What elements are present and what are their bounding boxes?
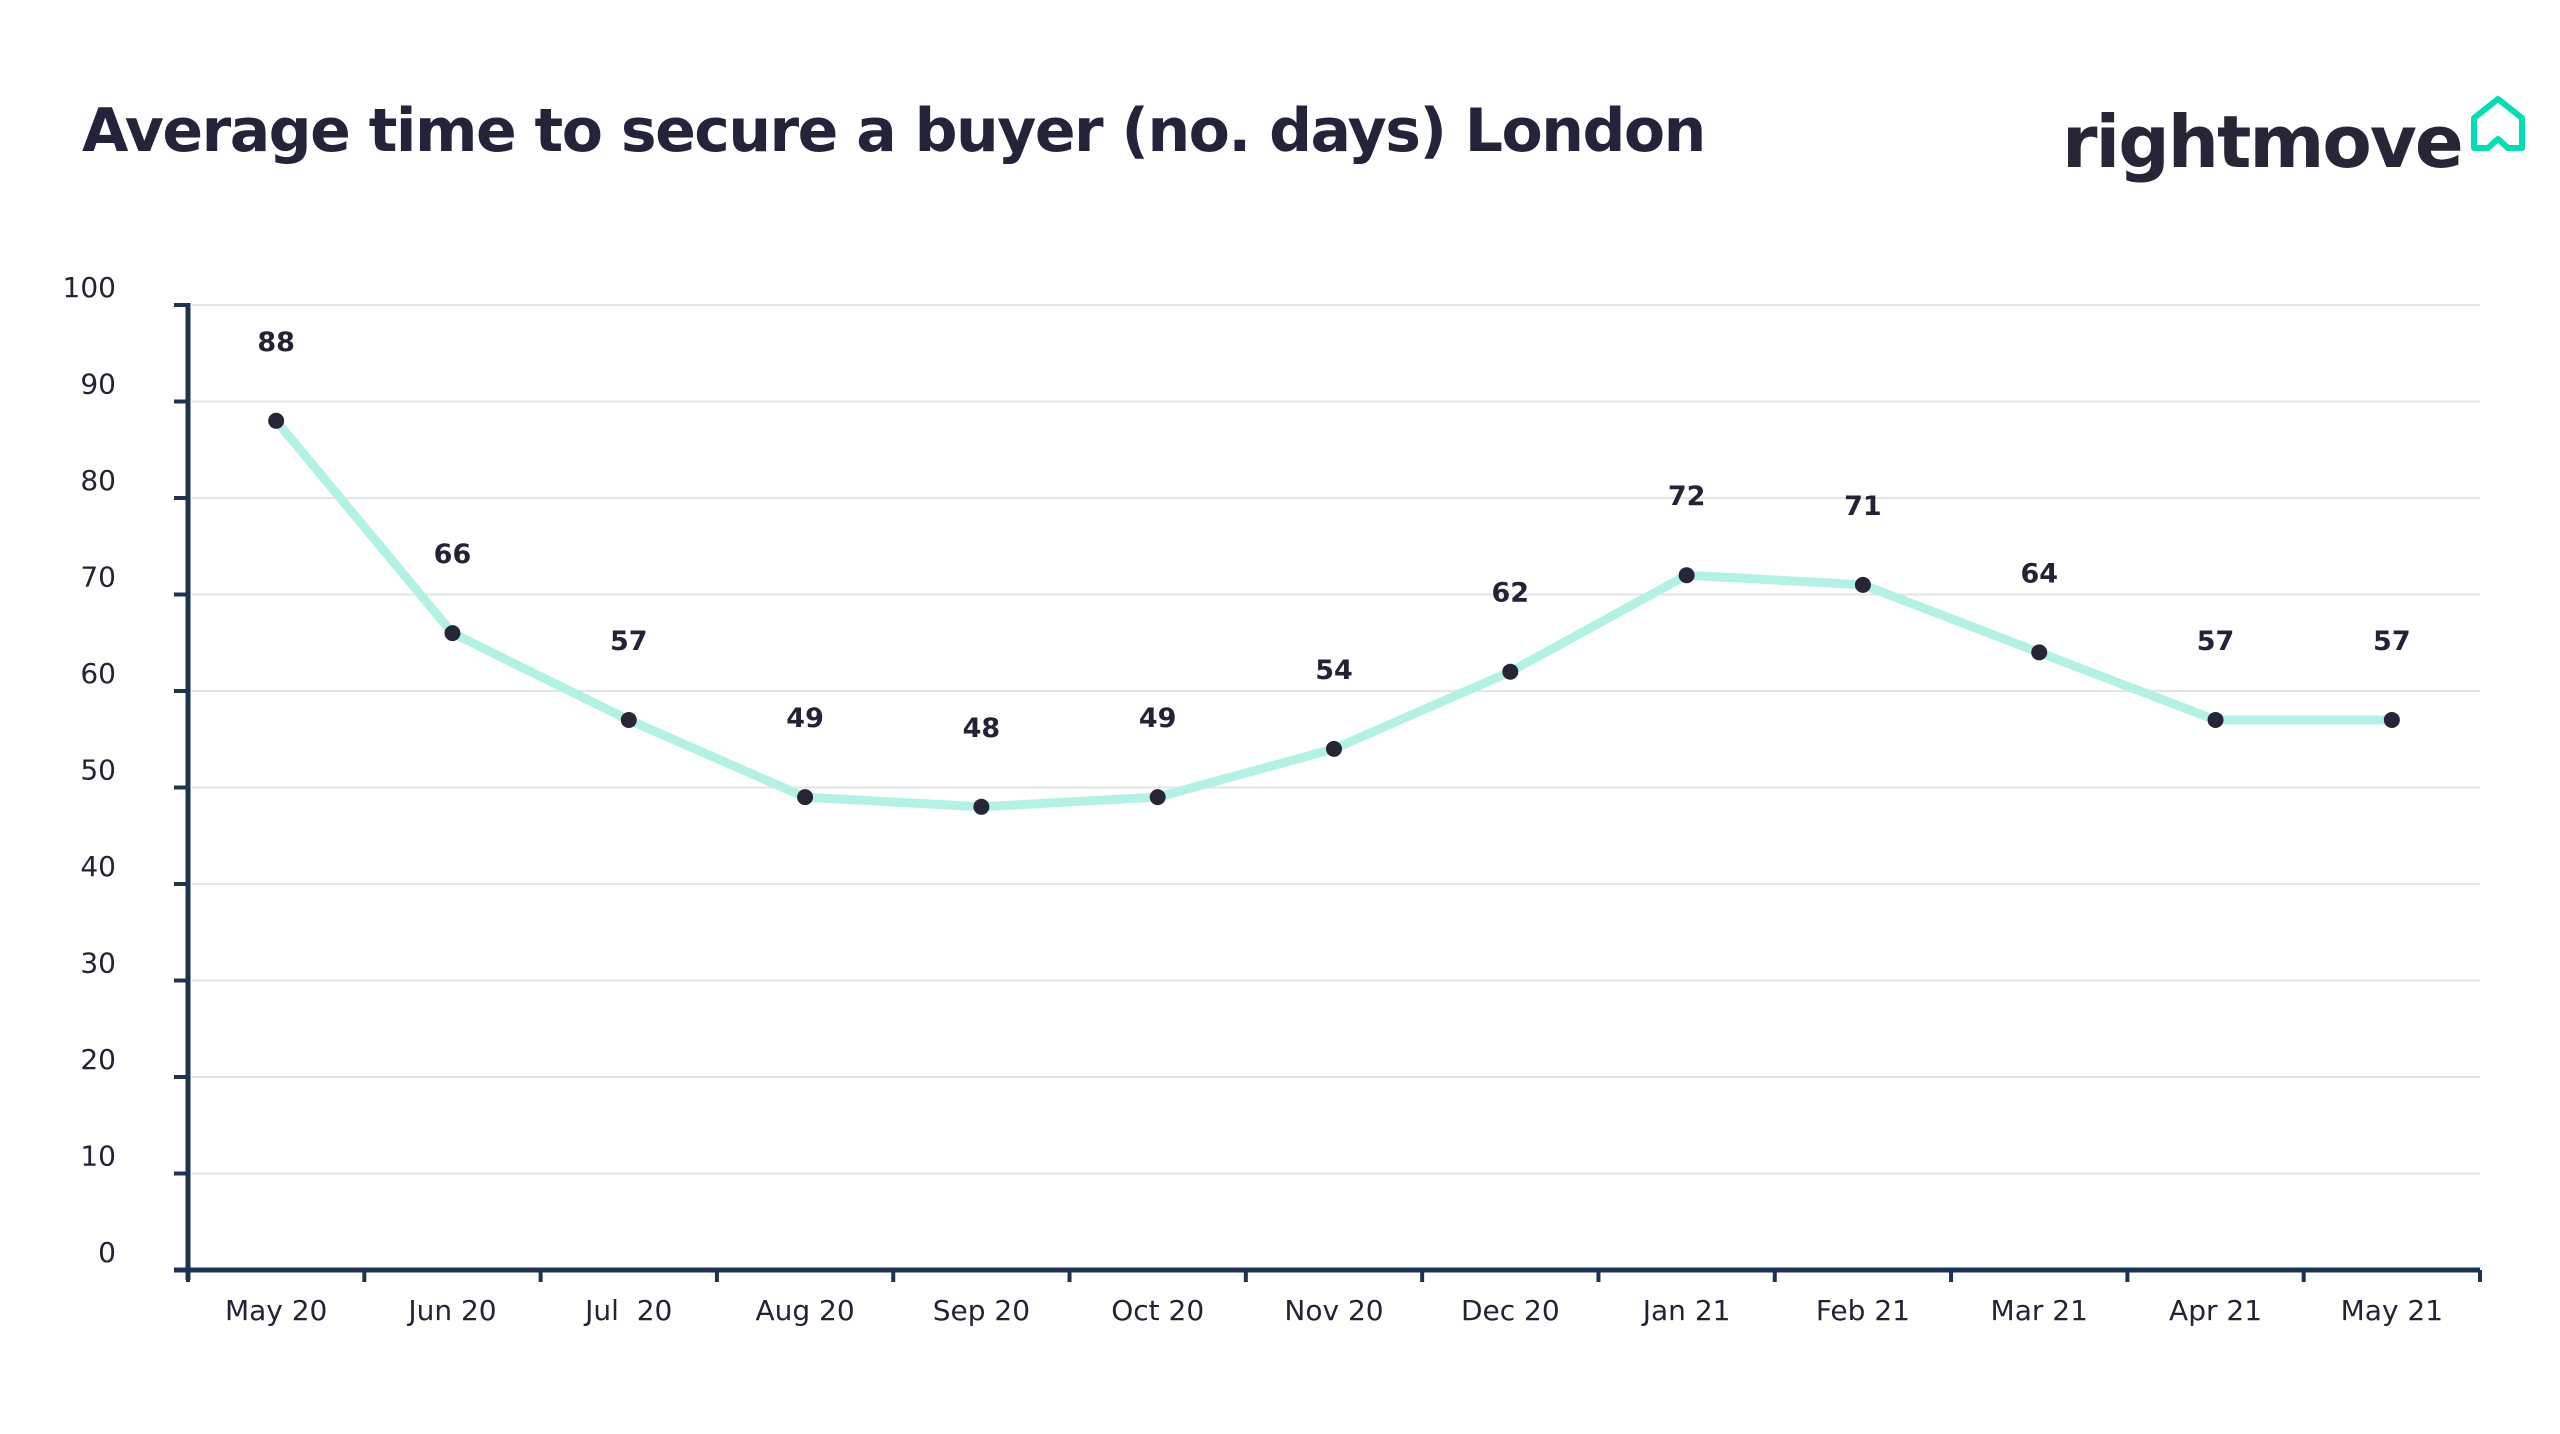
data-label: 48 [963,713,1001,744]
y-tick-label: 90 [80,368,116,401]
markers [268,412,2400,815]
y-tick-label: 70 [80,561,116,594]
x-tick-label: May 21 [2341,1294,2443,1327]
x-tick-label: Jan 21 [1641,1294,1731,1327]
data-label: 49 [1139,703,1177,734]
data-label: 57 [2197,626,2235,657]
y-tick-label: 50 [80,754,116,787]
data-point [620,711,637,728]
data-label: 57 [610,626,648,657]
data-point [1149,789,1166,806]
data-label: 64 [2020,558,2058,589]
data-point [268,412,285,429]
data-label: 71 [1844,491,1882,522]
y-tick-label: 60 [80,657,116,690]
data-point [973,798,990,815]
house-outline-icon [2470,96,2525,151]
x-tick-label: Dec 20 [1461,1294,1560,1327]
data-point [1854,576,1871,593]
y-tick-label: 40 [80,850,116,883]
x-tick-label: Jun 20 [406,1294,496,1327]
x-tick-label: Nov 20 [1284,1294,1383,1327]
y-tick-label: 80 [80,464,116,497]
rightmove-logo: rightmove [2062,96,2526,186]
x-tick-label: Feb 21 [1816,1294,1910,1327]
y-tick-label: 10 [80,1140,116,1173]
data-label: 54 [1315,655,1353,686]
x-tick-label: Sep 20 [933,1294,1030,1327]
data-label: 72 [1668,481,1706,512]
axes: 0 10 20 30 40 50 60 70 80 90 100 May 20 Jun 20 Jul 20… [63,271,2482,1327]
data-point [1678,567,1695,584]
data-label: 62 [1492,578,1530,609]
chart-title: Average time to secure a buyer (no. days… [82,96,1706,166]
data-label: 57 [2373,626,2411,657]
x-tick-label: Aug 20 [755,1294,854,1327]
data-point [2031,644,2048,661]
y-tick-label: 100 [63,271,116,304]
data-point [444,625,461,642]
y-tick-label: 30 [80,947,116,980]
data-labels: 88 66 57 49 48 49 54 62 72 71 64 57 57 [257,327,2410,744]
data-label: 66 [434,539,472,570]
data-point [2207,711,2224,728]
y-tick-label: 20 [80,1043,116,1076]
y-tick-label: 0 [98,1236,116,1269]
data-point [797,789,814,806]
x-tick-label: Oct 20 [1111,1294,1204,1327]
logo-wordmark: rightmove [2062,100,2464,184]
data-label: 88 [257,327,295,358]
gridlines [192,304,2480,1175]
x-tick-label: Apr 21 [2169,1294,2262,1327]
x-tick-label: Mar 21 [1991,1294,2088,1327]
data-point [1326,740,1342,757]
data-point [1502,663,1519,680]
x-tick-label: May 20 [225,1294,327,1327]
data-point [2383,711,2400,728]
data-label: 49 [786,703,824,734]
x-tick-label: Jul 20 [583,1294,672,1327]
